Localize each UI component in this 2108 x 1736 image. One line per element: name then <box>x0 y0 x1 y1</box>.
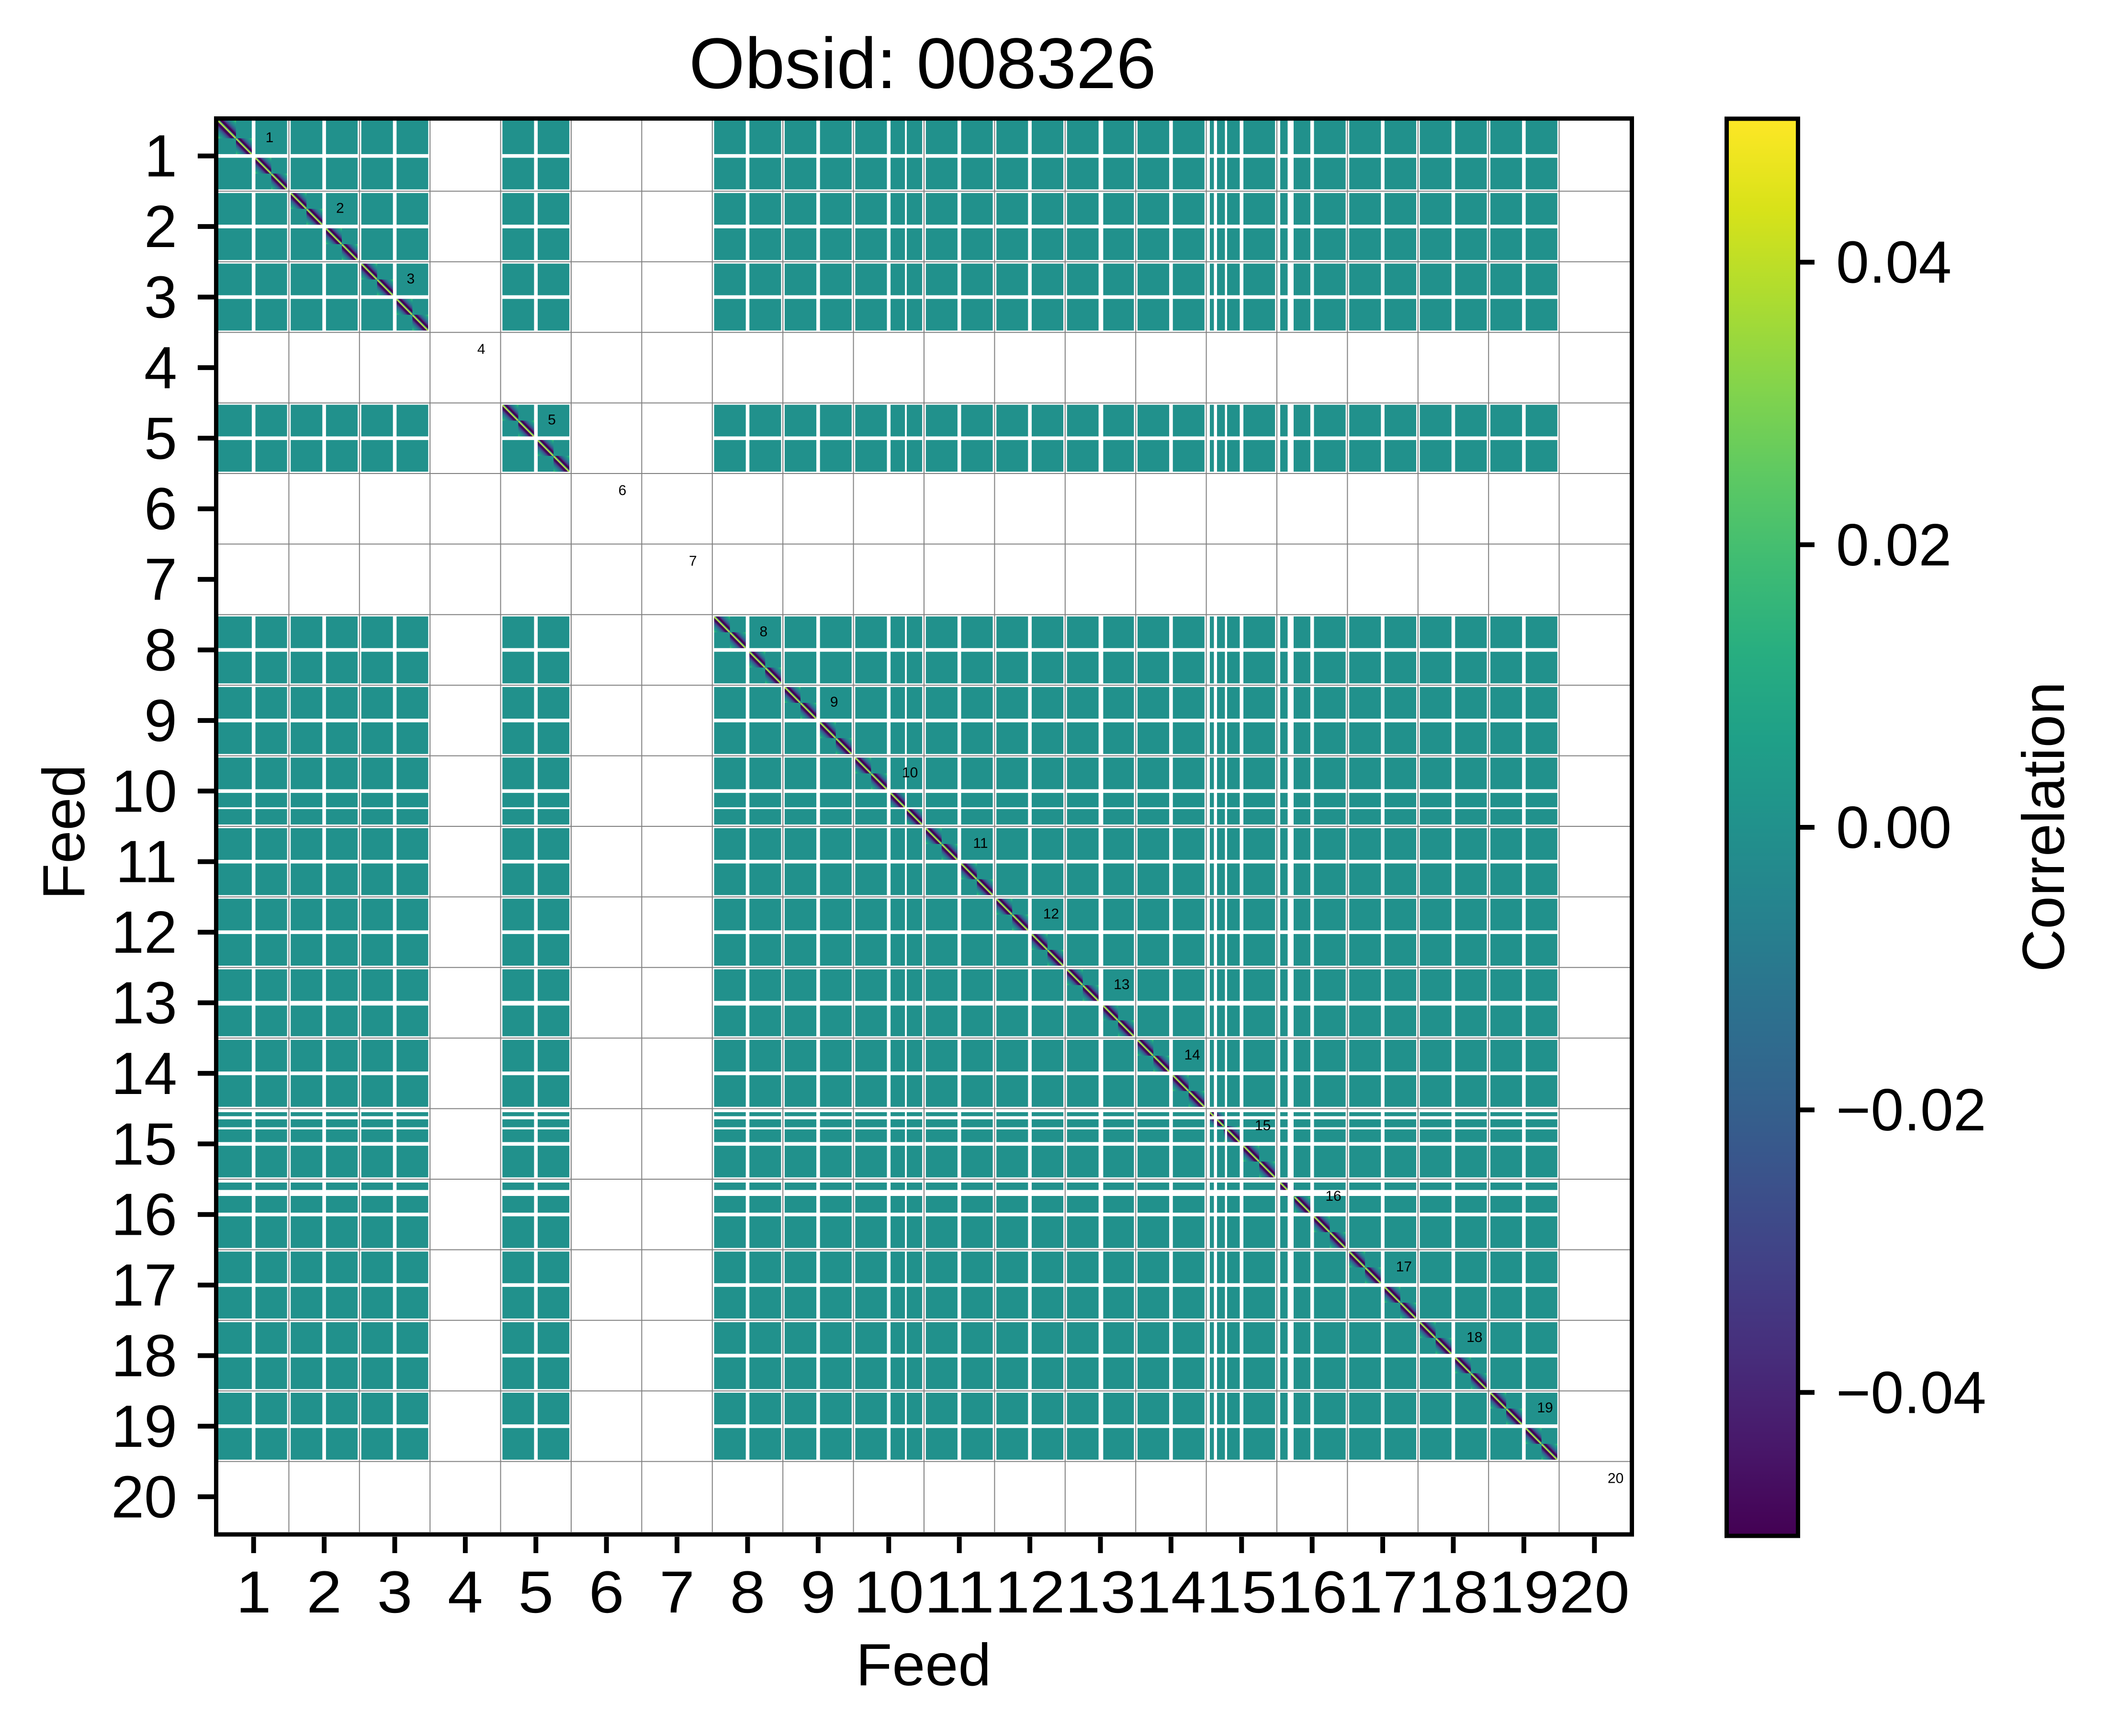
svg-text:3: 3 <box>377 1559 413 1625</box>
svg-text:7: 7 <box>144 547 177 613</box>
svg-text:−0.02: −0.02 <box>1836 1077 1986 1143</box>
svg-text:0.04: 0.04 <box>1836 230 1951 296</box>
svg-text:15: 15 <box>111 1111 177 1177</box>
svg-text:3: 3 <box>406 271 415 287</box>
svg-text:Feed: Feed <box>856 1632 992 1698</box>
svg-text:15: 15 <box>1255 1118 1271 1134</box>
svg-text:14: 14 <box>1136 1559 1206 1625</box>
svg-text:17: 17 <box>1348 1559 1418 1625</box>
svg-text:4: 4 <box>477 341 485 357</box>
svg-text:5: 5 <box>518 1559 553 1625</box>
svg-text:9: 9 <box>144 688 177 754</box>
svg-text:13: 13 <box>1114 977 1129 992</box>
svg-text:7: 7 <box>659 1559 695 1625</box>
svg-text:13: 13 <box>111 970 177 1037</box>
svg-text:6: 6 <box>619 483 627 498</box>
svg-text:8: 8 <box>730 1559 766 1625</box>
svg-text:0.02: 0.02 <box>1836 512 1951 578</box>
svg-text:8: 8 <box>144 618 177 684</box>
svg-text:Feed: Feed <box>31 765 97 900</box>
svg-text:20: 20 <box>1608 1471 1623 1487</box>
svg-text:2: 2 <box>336 200 344 216</box>
svg-text:16: 16 <box>1325 1188 1341 1204</box>
svg-text:20: 20 <box>1559 1559 1630 1625</box>
svg-text:Correlation: Correlation <box>2011 682 2077 972</box>
svg-text:20: 20 <box>111 1464 177 1530</box>
svg-text:18: 18 <box>1418 1559 1488 1625</box>
svg-text:9: 9 <box>830 694 838 710</box>
svg-text:17: 17 <box>1396 1259 1412 1274</box>
svg-text:18: 18 <box>1466 1330 1482 1345</box>
svg-text:19: 19 <box>1488 1559 1559 1625</box>
svg-text:18: 18 <box>111 1323 177 1389</box>
svg-text:−0.04: −0.04 <box>1836 1360 1986 1426</box>
svg-text:14: 14 <box>1184 1047 1200 1063</box>
svg-text:2: 2 <box>306 1559 342 1625</box>
svg-text:11: 11 <box>924 1559 994 1625</box>
svg-text:15: 15 <box>1206 1559 1277 1625</box>
svg-text:Obsid: 008326: Obsid: 008326 <box>689 23 1156 103</box>
svg-text:9: 9 <box>800 1559 836 1625</box>
svg-text:11: 11 <box>973 835 988 851</box>
svg-text:19: 19 <box>111 1394 177 1460</box>
svg-text:12: 12 <box>1043 906 1059 922</box>
svg-text:4: 4 <box>448 1559 483 1625</box>
svg-text:11: 11 <box>115 829 177 895</box>
svg-text:16: 16 <box>1277 1559 1347 1625</box>
svg-text:14: 14 <box>111 1041 177 1107</box>
svg-text:6: 6 <box>144 476 177 542</box>
svg-text:1: 1 <box>144 124 177 190</box>
svg-text:10: 10 <box>854 1559 924 1625</box>
svg-text:0.00: 0.00 <box>1836 795 1951 861</box>
svg-text:4: 4 <box>144 335 177 401</box>
svg-text:19: 19 <box>1537 1400 1553 1416</box>
svg-text:8: 8 <box>759 624 767 640</box>
svg-text:1: 1 <box>266 130 274 146</box>
svg-text:12: 12 <box>111 900 177 966</box>
svg-text:12: 12 <box>995 1559 1065 1625</box>
svg-text:17: 17 <box>111 1252 177 1319</box>
svg-text:10: 10 <box>902 765 918 781</box>
svg-text:2: 2 <box>144 194 177 260</box>
svg-text:7: 7 <box>689 553 697 569</box>
svg-text:6: 6 <box>589 1559 624 1625</box>
svg-text:1: 1 <box>236 1559 271 1625</box>
svg-text:13: 13 <box>1065 1559 1136 1625</box>
svg-text:3: 3 <box>144 265 177 331</box>
svg-text:16: 16 <box>111 1182 177 1248</box>
svg-text:5: 5 <box>144 406 177 472</box>
svg-text:5: 5 <box>548 412 556 428</box>
svg-text:10: 10 <box>111 758 177 824</box>
